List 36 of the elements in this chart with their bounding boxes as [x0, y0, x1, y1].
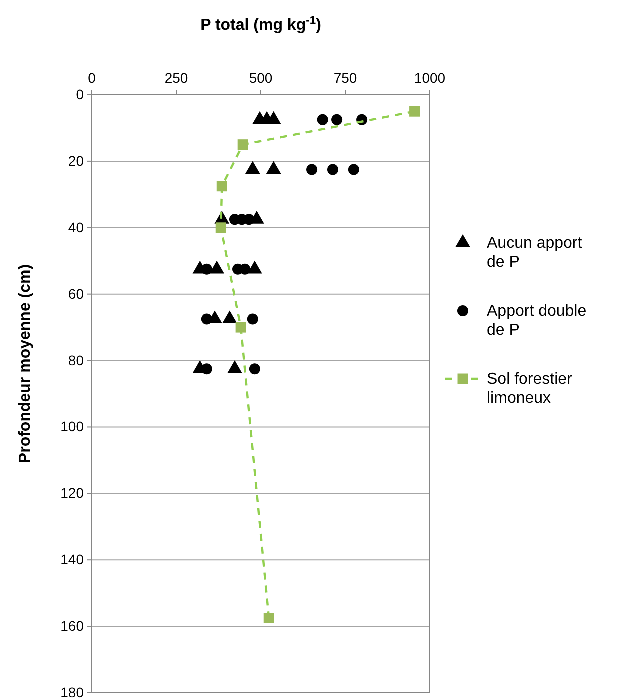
point [216, 181, 228, 192]
legend-label: Apport double de P [487, 303, 587, 340]
point [216, 222, 226, 234]
point [306, 164, 318, 176]
y-tick-label: 160 [60, 618, 84, 634]
point [236, 322, 246, 333]
y-tick-label: 140 [60, 552, 84, 568]
x-tick-label: 750 [334, 70, 358, 86]
point [201, 364, 212, 375]
y-tick-label: 100 [60, 418, 84, 435]
y-tick-label: 40 [68, 219, 84, 236]
point [238, 140, 248, 150]
point [247, 314, 258, 325]
x-tick-label: 500 [249, 70, 273, 86]
point [201, 264, 212, 275]
y-tick-label: 180 [60, 684, 84, 698]
y-tick-label: 0 [76, 86, 84, 102]
point [201, 314, 212, 325]
point [332, 114, 343, 126]
point [327, 164, 338, 176]
y-tick-label: 60 [68, 286, 84, 302]
x-tick-label: 250 [164, 70, 188, 86]
y-tick-label: 80 [68, 352, 84, 368]
point [410, 106, 420, 117]
y-tick-label: 20 [68, 152, 84, 169]
point [264, 613, 274, 624]
point [348, 164, 360, 176]
legend-label: Sol forestier limoneux [487, 371, 574, 408]
legend-label: Aucun apport de P [487, 235, 583, 272]
x-tick-label: 1000 [414, 70, 446, 86]
y-axis-title: Profondeur moyenne (cm) [17, 264, 34, 464]
x-tick-label: 0 [88, 70, 96, 86]
point [249, 364, 260, 375]
point [317, 114, 328, 126]
x-axis-title: P total (mg kg$^{-1}$) [200, 15, 322, 34]
y-tick-label: 120 [60, 485, 84, 502]
